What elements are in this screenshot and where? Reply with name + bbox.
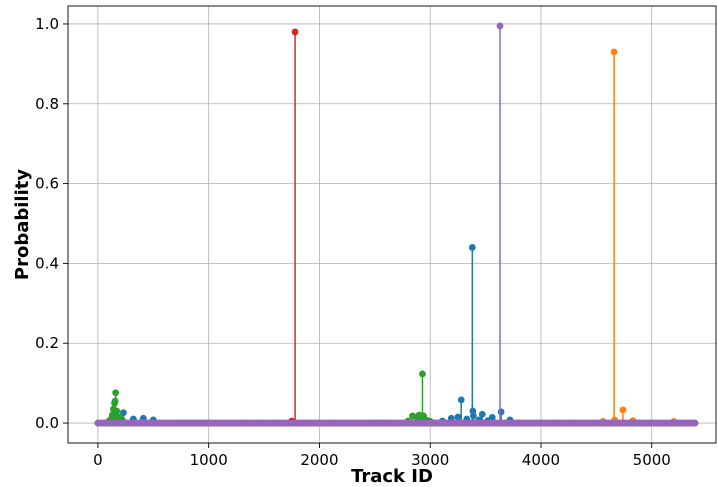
stem-marker [619,406,627,414]
axis-ticks: 0 1000 2000 3000 4000 5000 0.0 0.2 0.4 0.6 0.8 1.0 [35,15,671,469]
stem-marker [291,28,299,36]
stem-marker [478,410,486,418]
y-axis-label: Probability [12,169,33,280]
series-2 [94,370,699,427]
stem-marker [488,414,496,421]
series-1 [94,48,699,427]
series-0 [94,244,699,427]
y-tick-label: 0.4 [35,254,59,272]
y-tick-label: 0.2 [35,334,59,352]
y-tick-label: 0.8 [35,95,59,113]
x-tick-label: 0 [93,451,103,469]
stem-marker [112,389,120,397]
y-tick-label: 0.6 [35,175,59,193]
x-tick-label: 5000 [633,451,671,469]
stem-marker [113,407,121,415]
stem-marker [468,244,476,251]
stem-marker [496,22,504,30]
stem-marker [610,48,618,56]
x-axis-label: Track ID [351,466,433,487]
stem-marker [419,370,426,378]
stem-marker [119,409,127,417]
series-4 [94,22,699,427]
stem-marker [497,408,505,416]
stem-marker [470,412,477,420]
series-3 [94,28,699,427]
y-tick-label: 1.0 [35,15,59,33]
plot-frame [67,5,717,444]
x-tick-label: 4000 [522,451,560,469]
x-tick-label: 2000 [300,451,338,469]
stem-marker [454,413,462,421]
x-tick-label: 3000 [411,451,449,469]
y-tick-label: 0.0 [35,414,59,432]
x-tick-label: 1000 [190,451,228,469]
stem-marker [457,396,465,404]
stem-series [94,22,699,427]
grid-lines [68,6,716,443]
